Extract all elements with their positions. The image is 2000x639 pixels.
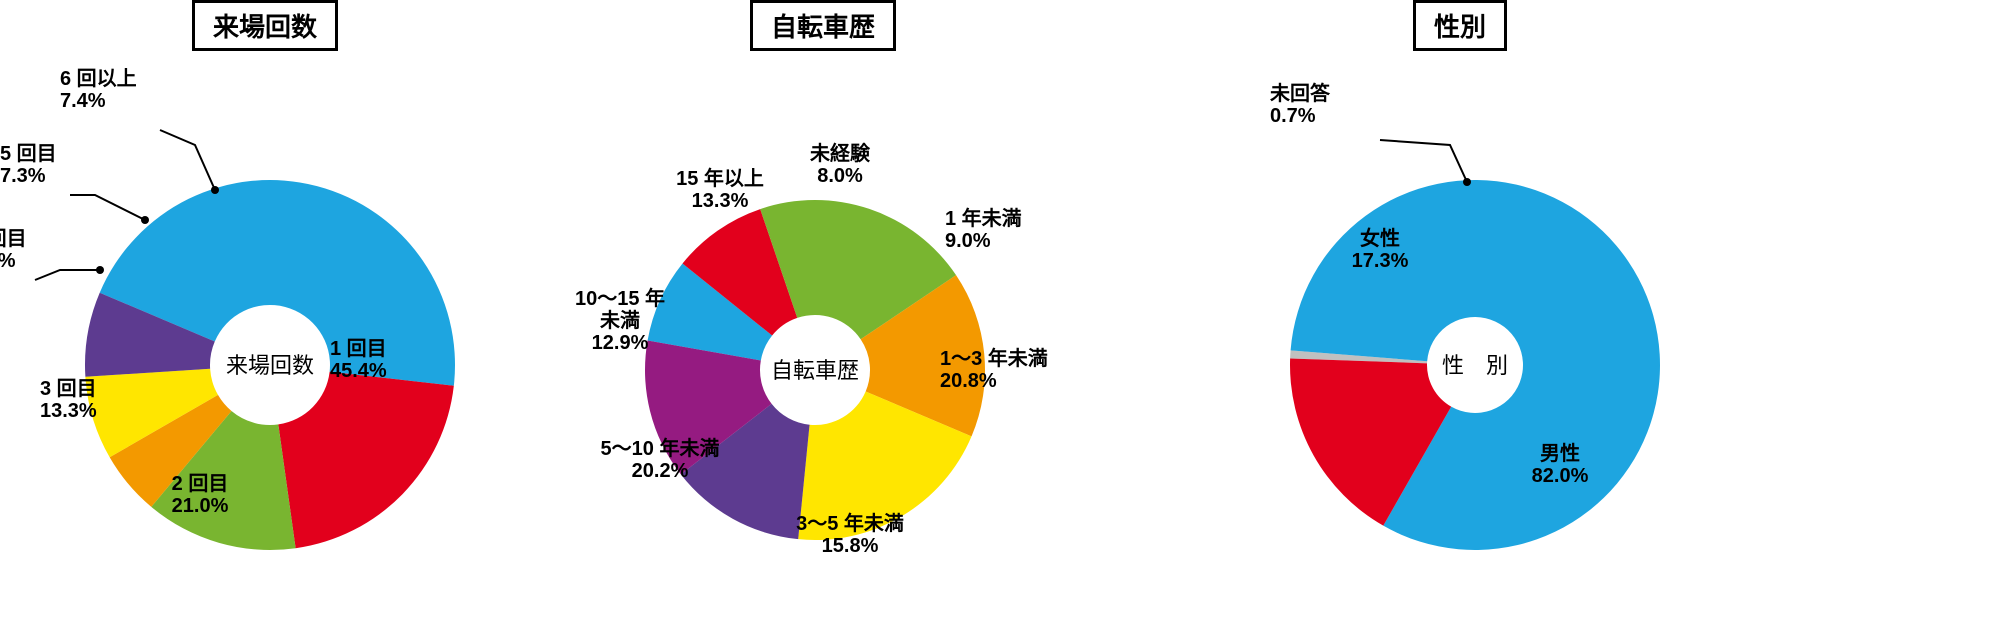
slice	[278, 372, 454, 548]
slice-label: 2 回目21.0%	[172, 472, 229, 517]
slice-label: 1 年未満9.0%	[945, 206, 1022, 252]
donut-chart-gender: 性 別未回答0.7%男性82.0%女性17.3%	[1200, 0, 1900, 639]
slice-label: 15 年以上13.3%	[676, 166, 764, 212]
donut-chart-bike-years: 自転車歴 未経験8.0% 1 年未満9.0% 1〜3 年未満20.8% 3〜5 年未満1…	[560, 0, 1160, 639]
slice-label: 未回答0.7%	[1270, 81, 1331, 127]
slice-label: 1 回目45.4%	[330, 337, 387, 382]
leader-dot	[96, 266, 104, 274]
leader-line	[35, 270, 100, 280]
leader-line	[160, 130, 215, 190]
slice-label: 5 回目7.3%	[0, 142, 57, 187]
slice-label: 3〜5 年未満15.8%	[796, 511, 904, 557]
slice-label: 3 回目13.3%	[40, 377, 97, 422]
slice-label: 4 回目5.6%	[0, 227, 27, 272]
leader-dot	[141, 216, 149, 224]
page-root: 来場回数 来場回数 1 回目45.4% 2 回目21.0% 3 回目13.3% 4 回目…	[0, 0, 2000, 639]
leader-line	[1380, 140, 1467, 182]
leader-dot	[1463, 178, 1471, 186]
slice-label: 未経験8.0%	[810, 141, 871, 187]
center-label: 性 別	[1442, 353, 1508, 378]
center-label: 自転車歴	[771, 358, 859, 383]
donut-chart-visits: 来場回数 1 回目45.4% 2 回目21.0% 3 回目13.3% 4 回目5.6% 5…	[0, 0, 600, 639]
leader-line	[70, 195, 145, 220]
leader-dot	[211, 186, 219, 194]
slice-label: 6 回以上7.4%	[60, 67, 137, 112]
slice-label: 1〜3 年未満20.8%	[940, 346, 1048, 392]
center-label: 来場回数	[226, 353, 314, 378]
